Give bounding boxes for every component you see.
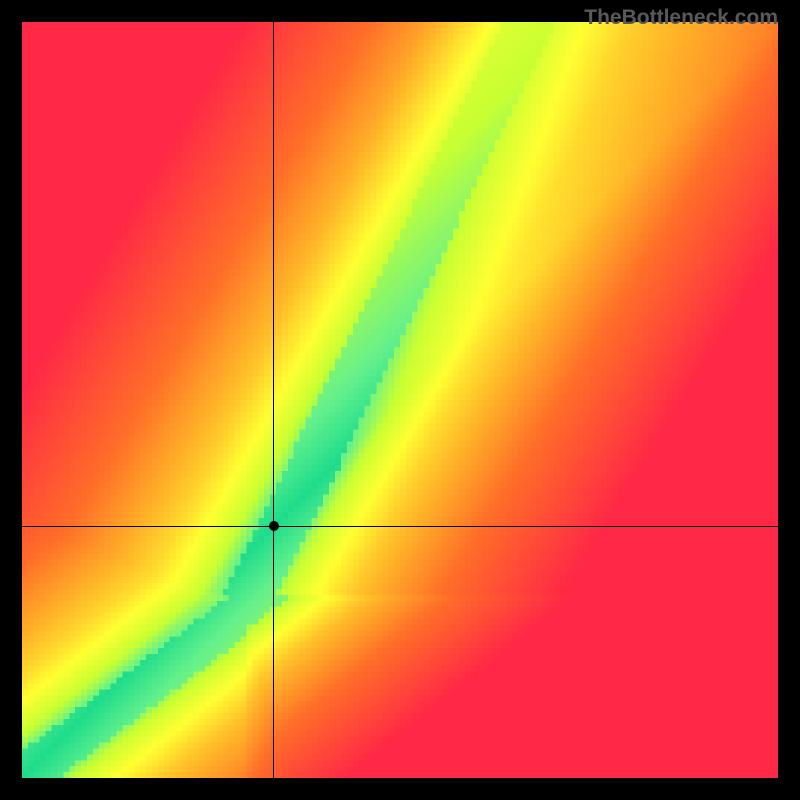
crosshair-dot [269, 521, 279, 531]
crosshair-horizontal [22, 526, 778, 527]
bottleneck-heatmap [22, 22, 778, 778]
watermark-text: TheBottleneck.com [584, 6, 778, 30]
crosshair-vertical [273, 22, 274, 778]
chart-container: { "meta": { "source_watermark": "TheBott… [0, 0, 800, 800]
